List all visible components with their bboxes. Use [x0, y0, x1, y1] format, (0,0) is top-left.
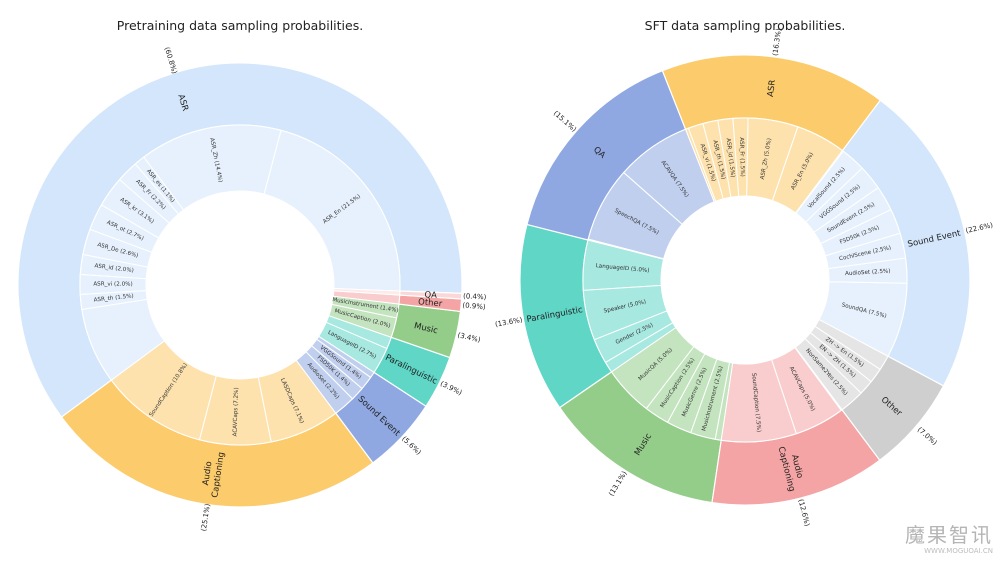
pretraining-sunburst-chart: Pretraining data sampling probabilities.…	[17, 18, 487, 532]
pretraining-pct-label-qa: (0.4%)	[463, 292, 487, 301]
watermark-text: 魔果智讯	[905, 523, 993, 547]
sft-inner-label: SoundCaption (7.5%)	[750, 373, 761, 433]
pretraining-inner-label: ASR_th (1.5%)	[93, 293, 134, 303]
sft-rings	[519, 54, 971, 506]
pretraining-chart-title: Pretraining data sampling probabilities.	[117, 18, 363, 33]
sft-pct-label-music: (13.1%)	[607, 470, 629, 498]
sft-inner-slice-minor-33	[814, 318, 889, 371]
sft-inner-label: AudioSet (2.5%)	[845, 269, 891, 278]
pretraining-inner-ring	[79, 124, 401, 446]
sft-sunburst-chart: SFT data sampling probabilities. SoundQA…	[494, 18, 994, 527]
watermark: 魔果智讯 WWW.MOGUOAI.CN	[905, 523, 993, 555]
watermark-url: WWW.MOGUOAI.CN	[924, 547, 993, 555]
sft-pct-label-other: (7.0%)	[916, 426, 939, 447]
sft-inner-ring	[582, 117, 908, 443]
sft-pct-label-qa: (15.1%)	[552, 109, 578, 133]
pretraining-inner-label: ASR_vi (2.0%)	[93, 282, 132, 288]
pretraining-rings	[17, 62, 463, 508]
pretraining-outer-label-other: Other	[418, 297, 443, 309]
pretraining-inner-label: ACAVCaps (7.2%)	[232, 387, 239, 436]
sft-inner-label: LanguageID (5.0%)	[595, 263, 649, 274]
sft-pct-label-asr: (16.3%)	[771, 28, 783, 57]
pretraining-inner-slice-minor-23	[333, 288, 401, 296]
pretraining-pct-label-music: (3.4%)	[457, 331, 482, 344]
pretraining-outer-label-qa: QA	[424, 290, 437, 301]
pretraining-inner-label: ASR_id (2.0%)	[94, 263, 134, 274]
pretraining-pct-label-asr: (60.8%)	[163, 46, 179, 75]
sft-pct-label-paralinguistic: (13.6%)	[494, 316, 523, 329]
sft-pct-label-sound-event: (22.6%)	[965, 221, 994, 235]
sft-outer-label-asr: ASR	[766, 79, 778, 97]
pretraining-inner-slice-asr-en-21-5	[263, 129, 401, 292]
sft-chart-title: SFT data sampling probabilities.	[645, 18, 846, 33]
pretraining-pct-label-other: (0.9%)	[462, 301, 486, 311]
pretraining-pct-label-paralinguistic: (3.9%)	[439, 380, 464, 398]
sft-inner-label: ASR_Fr (1.5%)	[738, 137, 745, 177]
sft-inner-label: ASR_id (1.5%)	[725, 138, 736, 178]
pretraining-pct-label-audio-captioning: (25.1%)	[200, 503, 212, 532]
sft-pct-label-audio-captioning: (12.6%)	[797, 498, 812, 527]
pretraining-pct-label-sound-event: (5.6%)	[400, 435, 423, 457]
pretraining-outer-label-asr: ASR	[175, 93, 190, 112]
